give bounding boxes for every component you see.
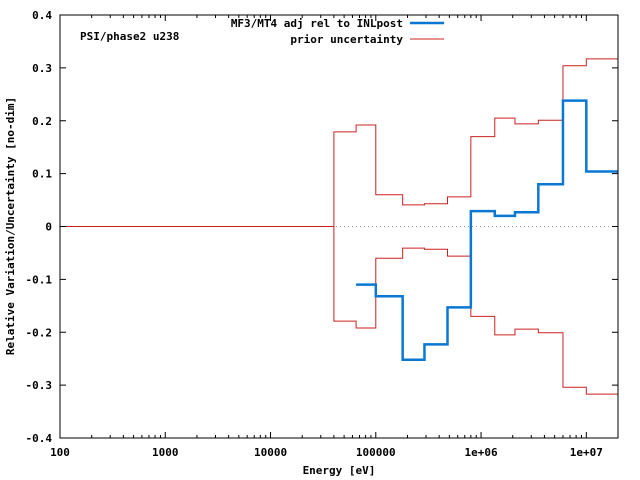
series-prior-upper [60, 58, 618, 227]
x-tick-label: 100 [50, 446, 70, 459]
y-tick-label: 0.2 [32, 115, 52, 128]
y-tick-label: -0.3 [26, 379, 53, 392]
x-tick-label: 100000 [356, 446, 396, 459]
x-tick-label: 1000 [152, 446, 179, 459]
x-axis-label: Energy [eV] [303, 464, 376, 477]
legend-label-adj: MF3/MT4 adj rel to INLpost [231, 17, 403, 30]
series-layer [60, 58, 618, 395]
y-tick-label: 0 [45, 221, 52, 234]
y-axis: -0.4 -0.3 -0.2 -0.1 0 0.1 0.2 0.3 0.4 [26, 9, 618, 445]
y-tick-label: -0.1 [26, 273, 53, 286]
y-tick-label: 0.3 [32, 62, 52, 75]
y-tick-label: 0.1 [32, 168, 52, 181]
series-adj [356, 99, 618, 361]
y-axis-label: Relative Variation/Uncertainty [no-dim] [4, 97, 17, 355]
legend: MF3/MT4 adj rel to INLpost prior uncerta… [231, 17, 444, 46]
annotation-label: PSI/phase2 u238 [80, 30, 179, 43]
legend-label-prior: prior uncertainty [290, 33, 403, 46]
x-tick-label: 1e+06 [464, 446, 497, 459]
y-tick-label: -0.2 [26, 326, 53, 339]
x-axis: 100 1000 10000 100000 1e+06 1e+07 [50, 15, 603, 459]
x-tick-label: 10000 [254, 446, 287, 459]
y-tick-label: -0.4 [26, 432, 53, 445]
x-tick-label: 1e+07 [570, 446, 603, 459]
series-prior-lower [60, 226, 618, 395]
y-tick-label: 0.4 [32, 9, 52, 22]
